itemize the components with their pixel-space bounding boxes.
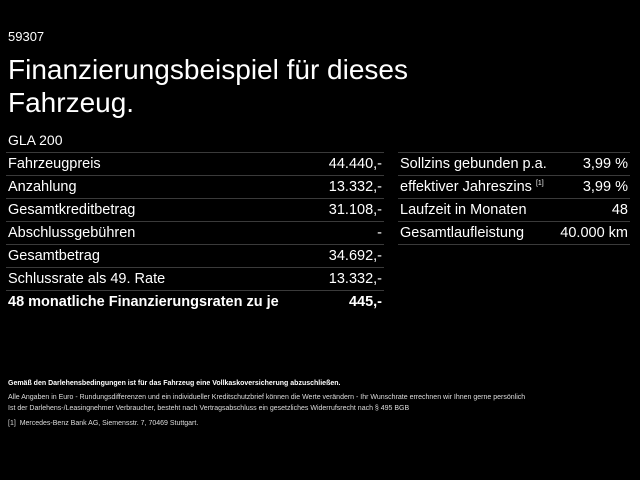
table-row: Gesamtbetrag 34.692,- [6, 244, 384, 268]
table-row: Abschlussgebühren - [6, 221, 384, 245]
row-label: Sollzins gebunden p.a. [398, 152, 556, 176]
table-row: Anzahlung 13.332,- [6, 175, 384, 199]
bank-address: Mercedes-Benz Bank AG, Siemensstr. 7, 70… [19, 420, 199, 427]
row-value: 445,- [318, 290, 384, 313]
page-title: Finanzierungsbeispiel für dieses Fahrzeu… [8, 54, 408, 118]
row-label-text: effektiver Jahreszins [400, 179, 532, 195]
row-label: Gesamtbetrag [6, 244, 319, 268]
row-label: effektiver Jahreszins [1] [398, 175, 556, 199]
row-value: 34.692,- [318, 244, 384, 268]
row-label: Gesamtkreditbetrag [6, 198, 319, 222]
conditions-table: Sollzins gebunden p.a. 3,99 % effektiver … [398, 152, 630, 245]
vehicle-code: 59307 [8, 29, 45, 44]
row-value: 31.108,- [318, 198, 384, 222]
table-row: effektiver Jahreszins [1] 3,99 % [398, 175, 630, 199]
table-row: Gesamtkreditbetrag 31.108,- [6, 198, 384, 222]
row-label: Schlussrate als 49. Rate [6, 267, 319, 291]
row-value: - [318, 221, 384, 245]
row-label: Fahrzeugpreis [6, 152, 319, 176]
table-row: Laufzeit in Monaten 48 [398, 198, 630, 222]
row-value: 3,99 % [555, 152, 630, 176]
withdrawal-note: Ist der Darlehens-/Leasingnehmer Verbrau… [8, 405, 410, 412]
financing-table: Fahrzeugpreis 44.440,- Anzahlung 13.332,- … [6, 152, 384, 313]
row-label: Gesamtlaufleistung [398, 221, 556, 245]
table-row: Fahrzeugpreis 44.440,- [6, 152, 384, 176]
row-value: 48 [555, 198, 630, 222]
row-value: 13.332,- [318, 267, 384, 291]
insurance-note: Gemäß den Darlehensbedingungen ist für d… [8, 380, 341, 387]
footnote-marker: [1] [8, 420, 16, 427]
monthly-rate-row: 48 monatliche Finanzierungsraten zu je 44… [6, 290, 384, 313]
row-value: 13.332,- [318, 175, 384, 199]
row-value: 40.000 km [555, 221, 630, 245]
table-row: Gesamtlaufleistung 40.000 km [398, 221, 630, 245]
table-row: Sollzins gebunden p.a. 3,99 % [398, 152, 630, 176]
row-label: Laufzeit in Monaten [398, 198, 556, 222]
model-name: GLA 200 [8, 132, 63, 148]
row-label: Abschlussgebühren [6, 221, 319, 245]
footnote-marker: [1] [535, 180, 544, 187]
row-label: Anzahlung [6, 175, 319, 199]
table-row: Schlussrate als 49. Rate 13.332,- [6, 267, 384, 291]
bank-reference: [1] Mercedes-Benz Bank AG, Siemensstr. 7… [8, 420, 198, 427]
row-value: 3,99 % [555, 175, 630, 199]
info-note: Alle Angaben in Euro - Rundungsdifferenz… [8, 394, 526, 401]
row-value: 44.440,- [318, 152, 384, 176]
row-label: 48 monatliche Finanzierungsraten zu je [6, 290, 319, 313]
